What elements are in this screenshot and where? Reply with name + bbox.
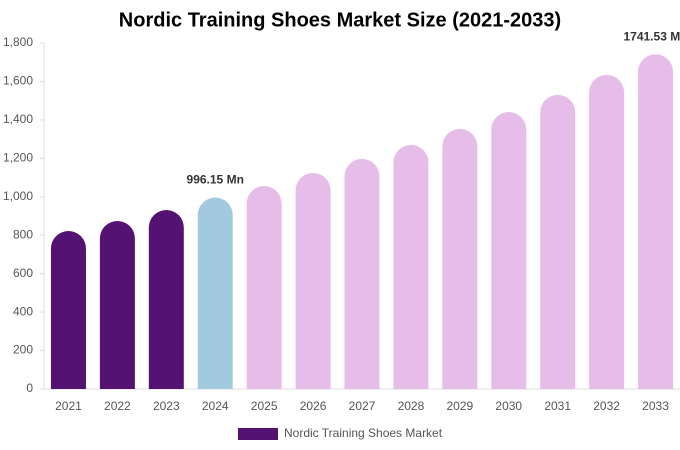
bar	[393, 144, 429, 389]
y-tick-label: 800	[13, 227, 33, 241]
y-tick-label: 1,400	[3, 112, 33, 126]
bar	[50, 230, 86, 389]
y-tick-label: 0	[26, 381, 33, 395]
x-tick-label: 2032	[593, 399, 620, 413]
bar	[197, 197, 233, 389]
y-tick-label: 1,000	[3, 189, 33, 203]
legend-label: Nordic Training Shoes Market	[284, 426, 443, 440]
value-label: 1741.53 Mn	[624, 29, 680, 43]
bar	[442, 128, 478, 389]
x-tick-label: 2027	[349, 399, 376, 413]
legend-swatch	[238, 428, 278, 440]
x-tick-label: 2028	[398, 399, 425, 413]
bar	[589, 74, 625, 390]
chart-title: Nordic Training Shoes Market Size (2021-…	[119, 9, 561, 31]
x-tick-label: 2029	[446, 399, 473, 413]
bar	[148, 210, 184, 389]
y-tick-label: 600	[13, 266, 33, 280]
bar	[344, 158, 380, 389]
x-tick-label: 2031	[544, 399, 571, 413]
bar	[295, 172, 331, 389]
y-tick-label: 1,600	[3, 74, 33, 88]
bar	[491, 112, 527, 389]
bar	[99, 220, 135, 389]
value-label: 996.15 Mn	[187, 173, 244, 187]
y-tick-label: 1,800	[3, 35, 33, 49]
x-tick-label: 2030	[495, 399, 522, 413]
x-tick-label: 2022	[104, 399, 131, 413]
x-tick-label: 2024	[202, 399, 229, 413]
bar	[540, 94, 576, 390]
x-tick-label: 2021	[55, 399, 82, 413]
bar	[246, 186, 282, 389]
bar	[638, 54, 674, 390]
y-tick-label: 1,200	[3, 151, 33, 165]
y-tick-label: 200	[13, 343, 33, 357]
x-tick-label: 2033	[642, 399, 669, 413]
x-tick-label: 2023	[153, 399, 180, 413]
x-tick-label: 2025	[251, 399, 278, 413]
y-tick-label: 400	[13, 304, 33, 318]
x-tick-label: 2026	[300, 399, 327, 413]
